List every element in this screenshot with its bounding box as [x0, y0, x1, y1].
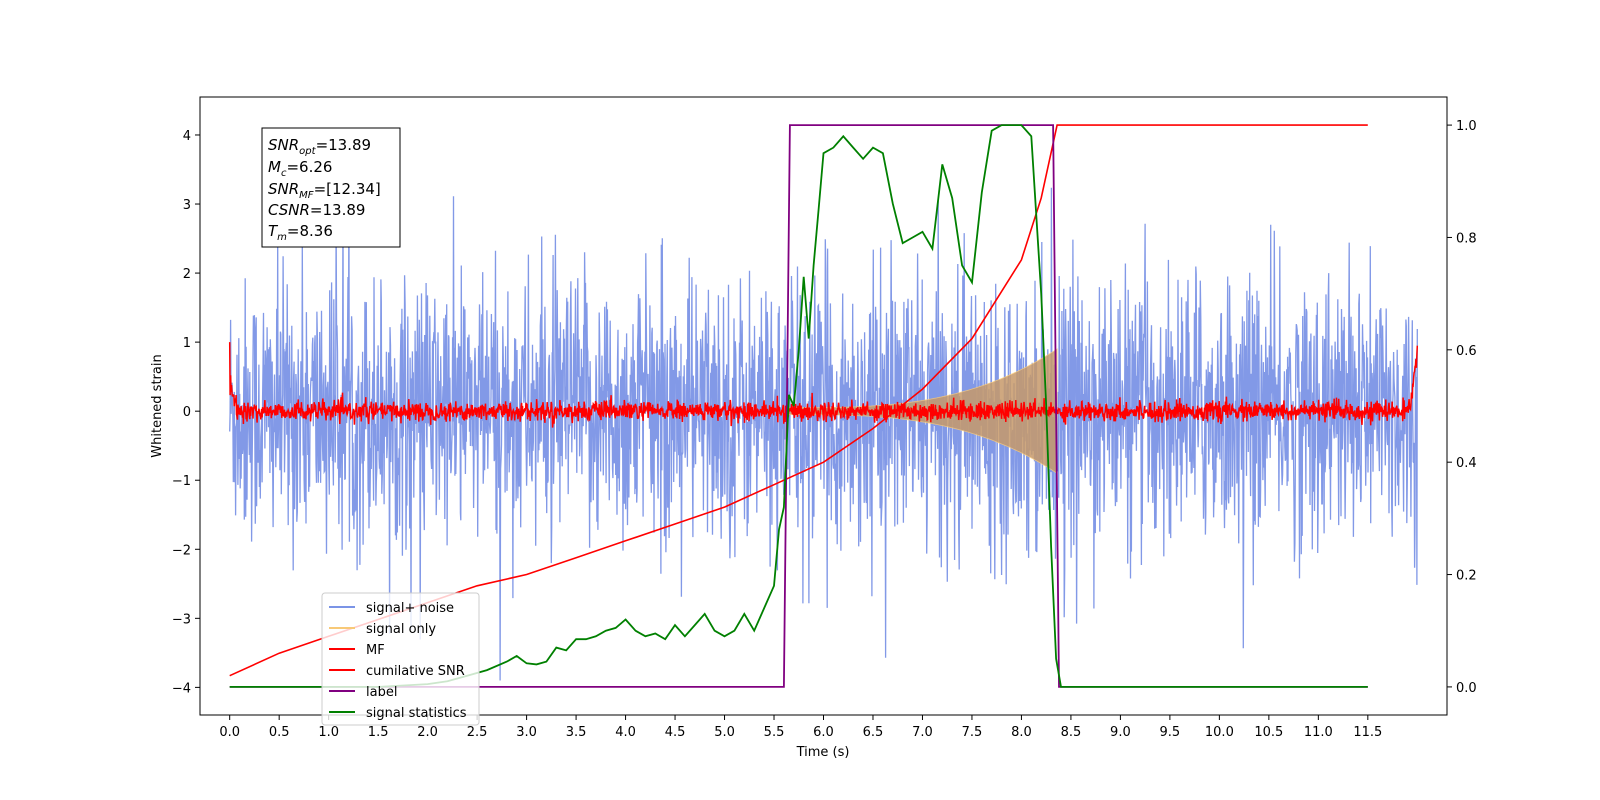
snr-mf-text: SNRMF=[12.34] — [268, 180, 381, 201]
signal-statistics-line — [229, 124, 1368, 688]
x-tick-label: 0.0 — [219, 725, 240, 740]
x-tick-label: 3.5 — [566, 725, 587, 740]
x-axis: 0.0 0.5 1.0 1.5 2.0 2.5 3.0 3.5 4.0 4.5 5.0 5.5 6.0 6… — [219, 715, 1382, 740]
y-tick-label-right: 0.6 — [1456, 344, 1477, 359]
csnr-text: CSNR=13.89 — [268, 201, 365, 219]
x-tick-label: 4.0 — [615, 725, 636, 740]
x-tick-label: 2.0 — [417, 725, 438, 740]
y-tick-label-left: −4 — [172, 681, 191, 696]
y-tick-label-right: 0.4 — [1456, 456, 1477, 471]
snr-opt-text: SNRopt=13.89 — [268, 136, 371, 157]
y-tick-label-left: 0 — [183, 405, 191, 420]
legend-label: signal+ noise — [366, 601, 454, 616]
x-tick-label: 8.0 — [1011, 725, 1032, 740]
x-tick-label: 10.0 — [1205, 725, 1234, 740]
x-tick-label: 1.5 — [368, 725, 389, 740]
x-tick-label: 6.5 — [863, 725, 884, 740]
legend-label: MF — [366, 643, 385, 658]
y-tick-label-left: 2 — [183, 267, 191, 282]
mf-line — [228, 342, 1419, 428]
x-tick-label: 5.5 — [764, 725, 785, 740]
signal-noise-line — [229, 161, 1418, 681]
y-tick-label-left: −1 — [172, 474, 191, 489]
y-tick-label-right: 1.0 — [1456, 119, 1477, 134]
y-tick-label-left: −3 — [172, 612, 191, 627]
y-axis-label: Whitened strain — [150, 354, 165, 457]
x-tick-label: 8.5 — [1061, 725, 1082, 740]
x-tick-label: 3.0 — [516, 725, 537, 740]
annotation-box: SNRopt=13.89 Mc=6.26 SNRMF=[12.34] CSNR=… — [261, 127, 401, 248]
left-y-axis: −4 −3 −2 −1 0 1 2 3 4 — [172, 129, 200, 696]
x-tick-label: 1.0 — [318, 725, 339, 740]
x-tick-label: 5.0 — [714, 725, 735, 740]
y-tick-label-left: 4 — [183, 129, 191, 144]
x-axis-label: Time (s) — [796, 745, 850, 760]
x-tick-label: 9.5 — [1160, 725, 1181, 740]
legend-label: label — [366, 685, 397, 700]
right-y-axis: 0.0 0.2 0.4 0.6 0.8 1.0 — [1447, 119, 1477, 696]
y-tick-label-left: −2 — [172, 543, 191, 558]
x-tick-label: 0.5 — [269, 725, 290, 740]
x-tick-label: 9.0 — [1110, 725, 1131, 740]
legend-label: signal statistics — [366, 706, 467, 721]
x-tick-label: 10.5 — [1254, 725, 1283, 740]
y-tick-label-left: 3 — [183, 198, 191, 213]
x-tick-label: 7.5 — [962, 725, 983, 740]
y-tick-label-right: 0.2 — [1456, 569, 1477, 584]
x-tick-label: 11.0 — [1304, 725, 1333, 740]
x-tick-label: 6.0 — [813, 725, 834, 740]
tm-text: Tm=8.36 — [268, 222, 333, 243]
x-tick-label: 7.0 — [912, 725, 933, 740]
x-tick-label: 2.5 — [467, 725, 488, 740]
mc-text: Mc=6.26 — [268, 158, 332, 179]
legend-label: cumilative SNR — [366, 664, 465, 679]
x-tick-label: 4.5 — [665, 725, 686, 740]
y-tick-label-right: 0.8 — [1456, 231, 1477, 246]
y-tick-label-right: 0.0 — [1456, 681, 1477, 696]
legend: signal+ noise signal only MF cumilative SNR… — [321, 592, 480, 726]
x-tick-label: 11.5 — [1353, 725, 1382, 740]
y-tick-label-left: 1 — [183, 336, 191, 351]
legend-label: signal only — [366, 622, 436, 637]
legend-box — [321, 592, 480, 726]
